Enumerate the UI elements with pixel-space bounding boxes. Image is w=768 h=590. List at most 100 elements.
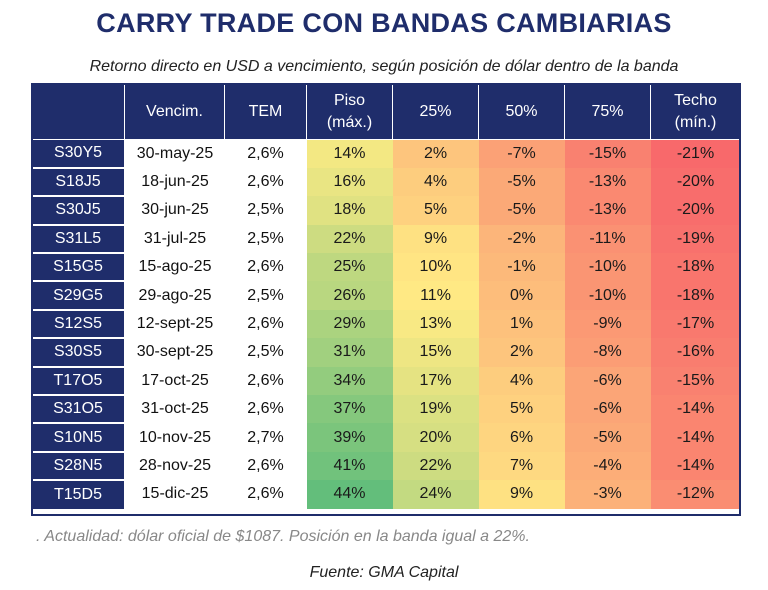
cell-25: 19% [392,395,479,424]
cell-75: -6% [564,395,651,424]
cell-tem: 2,6% [224,366,307,396]
cell-piso: 44% [306,480,393,509]
cell-tem: 2,6% [224,167,307,197]
cell-techo: -20% [650,167,741,197]
cell-vencim: 15-ago-25 [124,253,225,282]
cell-ticker: S31L5 [32,224,126,255]
header-25: 25% [392,83,479,140]
cell-25: 9% [392,224,479,254]
table-row: S29G5 29-ago-25 2,5% 26% 11% 0% -10% -18% [32,281,741,311]
cell-50: 5% [478,395,565,424]
cell-ticker: S30J5 [32,196,126,226]
table-row: S28N5 28-nov-25 2,6% 41% 22% 7% -4% -14% [32,451,741,482]
cell-75: -5% [564,423,651,452]
header-50: 50% [478,83,565,140]
cell-vencim: 18-jun-25 [124,167,225,197]
cell-75: -15% [564,139,651,168]
cell-75: -6% [564,366,651,396]
cell-vencim: 15-dic-25 [124,480,225,509]
cell-50: 9% [478,480,565,509]
cell-vencim: 31-oct-25 [124,395,225,424]
carry-trade-table: Vencim. TEM Piso (máx.) 25% 50% 75% Techo… [32,83,741,509]
header-blank [32,83,125,140]
cell-25: 2% [392,139,479,168]
cell-tem: 2,5% [224,338,307,367]
cell-75: -9% [564,309,651,339]
cell-techo: -17% [650,309,741,339]
cell-piso: 25% [306,253,393,282]
cell-tem: 2,6% [224,309,307,339]
cell-techo: -19% [650,224,741,254]
cell-tem: 2,6% [224,139,307,168]
cell-ticker: S29G5 [32,281,126,311]
table-row: S30S5 30-sept-25 2,5% 31% 15% 2% -8% -16% [32,338,741,368]
cell-piso: 14% [306,139,393,168]
cell-25: 22% [392,451,479,481]
cell-techo: -15% [650,366,741,396]
cell-vencim: 10-nov-25 [124,423,225,452]
cell-ticker: S15G5 [32,253,126,283]
cell-25: 24% [392,480,479,509]
cell-vencim: 28-nov-25 [124,451,225,481]
cell-ticker: S12S5 [32,309,126,340]
cell-piso: 16% [306,167,393,197]
source-credit: Fuente: GMA Capital [309,564,459,581]
cell-75: -10% [564,253,651,282]
cell-piso: 37% [306,395,393,424]
cell-75: -13% [564,167,651,197]
cell-tem: 2,6% [224,395,307,424]
cell-50: -7% [478,139,565,168]
cell-25: 5% [392,196,479,225]
table-row: S10N5 10-nov-25 2,7% 39% 20% 6% -5% -14% [32,423,741,453]
cell-piso: 34% [306,366,393,396]
cell-25: 20% [392,423,479,452]
cell-75: -4% [564,451,651,481]
cell-75: -10% [564,281,651,310]
table-row: S31L5 31-jul-25 2,5% 22% 9% -2% -11% -19% [32,224,741,255]
cell-75: -11% [564,224,651,254]
cell-tem: 2,5% [224,281,307,310]
page-subtitle: Retorno directo en USD a vencimiento, se… [89,58,679,75]
cell-ticker: S30Y5 [32,139,126,169]
cell-tem: 2,6% [224,480,307,509]
cell-piso: 41% [306,451,393,481]
cell-25: 10% [392,253,479,282]
header-piso: Piso (máx.) [306,83,393,140]
cell-50: 2% [478,338,565,367]
table-row: S31O5 31-oct-25 2,6% 37% 19% 5% -6% -14% [32,395,741,425]
cell-tem: 2,6% [224,253,307,282]
cell-techo: -20% [650,196,741,225]
table-row: S12S5 12-sept-25 2,6% 29% 13% 1% -9% -17% [32,309,741,340]
table-row: S15G5 15-ago-25 2,6% 25% 10% -1% -10% -18% [32,253,741,283]
cell-tem: 2,7% [224,423,307,452]
header-75: 75% [564,83,651,140]
header-techo: Techo (mín.) [650,83,741,140]
cell-vencim: 29-ago-25 [124,281,225,310]
cell-50: -1% [478,253,565,282]
cell-25: 15% [392,338,479,367]
cell-25: 13% [392,309,479,339]
cell-vencim: 12-sept-25 [124,309,225,339]
cell-piso: 18% [306,196,393,225]
cell-techo: -18% [650,281,741,310]
cell-50: -5% [478,196,565,225]
cell-ticker: S18J5 [32,167,126,198]
cell-ticker: T17O5 [32,366,126,397]
cell-vencim: 30-sept-25 [124,338,225,367]
cell-techo: -18% [650,253,741,282]
header-vencim: Vencim. [124,83,225,140]
cell-techo: -14% [650,423,741,452]
page-title: CARRY TRADE CON BANDAS CAMBIARIAS [96,8,672,38]
cell-techo: -16% [650,338,741,367]
cell-techo: -12% [650,480,741,509]
cell-piso: 26% [306,281,393,310]
table-row: T17O5 17-oct-25 2,6% 34% 17% 4% -6% -15% [32,366,741,397]
footnote: . Actualidad: dólar oficial de $1087. Po… [36,528,530,545]
cell-vencim: 30-may-25 [124,139,225,168]
cell-75: -3% [564,480,651,509]
table-row: S18J5 18-jun-25 2,6% 16% 4% -5% -13% -20% [32,167,741,198]
cell-tem: 2,6% [224,451,307,481]
cell-piso: 29% [306,309,393,339]
cell-vencim: 30-jun-25 [124,196,225,225]
cell-50: -5% [478,167,565,197]
